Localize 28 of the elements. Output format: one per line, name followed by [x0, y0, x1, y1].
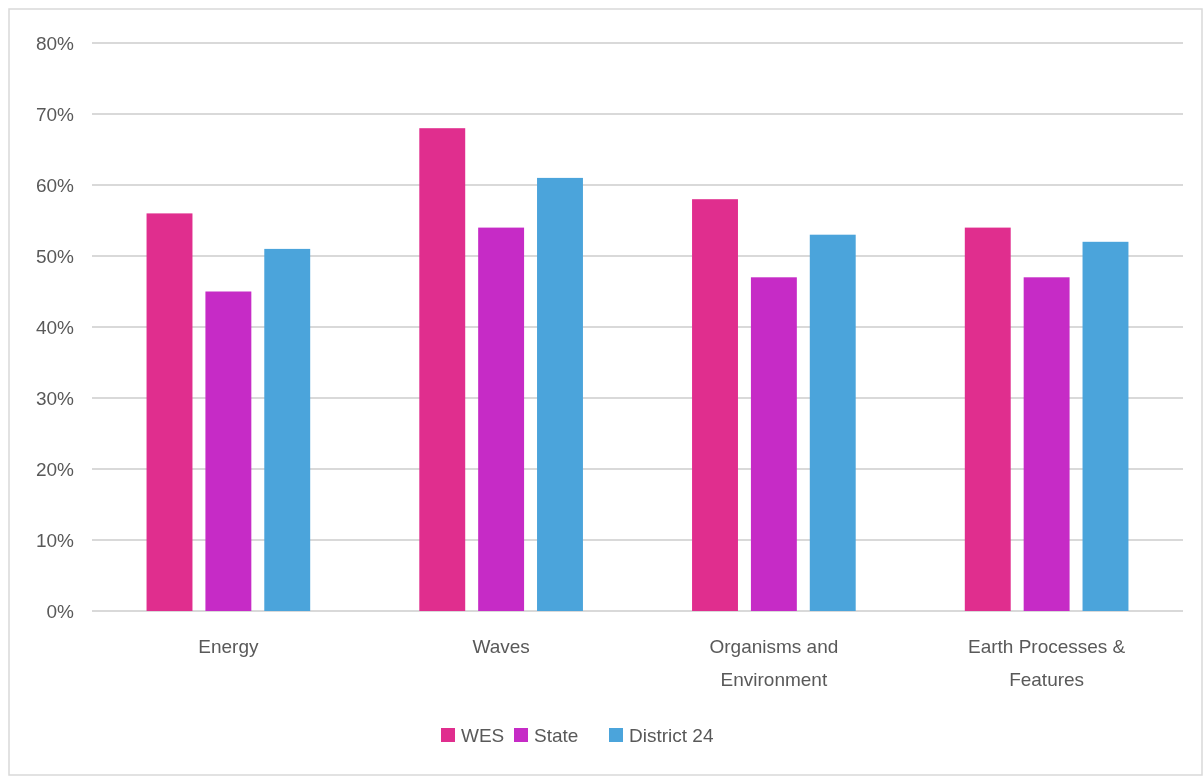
bar [478, 227, 525, 611]
y-tick-label: 60% [35, 174, 75, 196]
bar [146, 213, 193, 611]
y-tick-label: 80% [35, 32, 75, 54]
bar [964, 227, 1011, 611]
bar [692, 199, 738, 611]
bar [750, 277, 797, 611]
bar [809, 234, 856, 611]
bar [1023, 277, 1070, 611]
y-tick-label: 10% [35, 529, 75, 551]
x-tick-label: Energy [198, 636, 259, 657]
y-tick-label: 30% [35, 387, 75, 409]
bar [205, 291, 252, 611]
bar [537, 177, 583, 611]
y-tick-label: 0% [46, 600, 75, 622]
y-tick-label: 40% [35, 316, 75, 338]
legend-label: State [534, 724, 579, 746]
y-tick-label: 70% [35, 103, 75, 125]
bar [264, 248, 311, 611]
x-tick-label: Waves [472, 636, 530, 657]
legend-label: WES [461, 724, 505, 746]
x-tick-label: Organisms and Environment [709, 636, 839, 690]
x-tick-label: Earth Processes & Features [967, 636, 1126, 690]
bar [419, 128, 466, 611]
legend-label: District 24 [629, 724, 714, 746]
y-tick-label: 50% [35, 245, 75, 267]
bar [1082, 241, 1129, 611]
y-tick-label: 20% [35, 458, 75, 480]
